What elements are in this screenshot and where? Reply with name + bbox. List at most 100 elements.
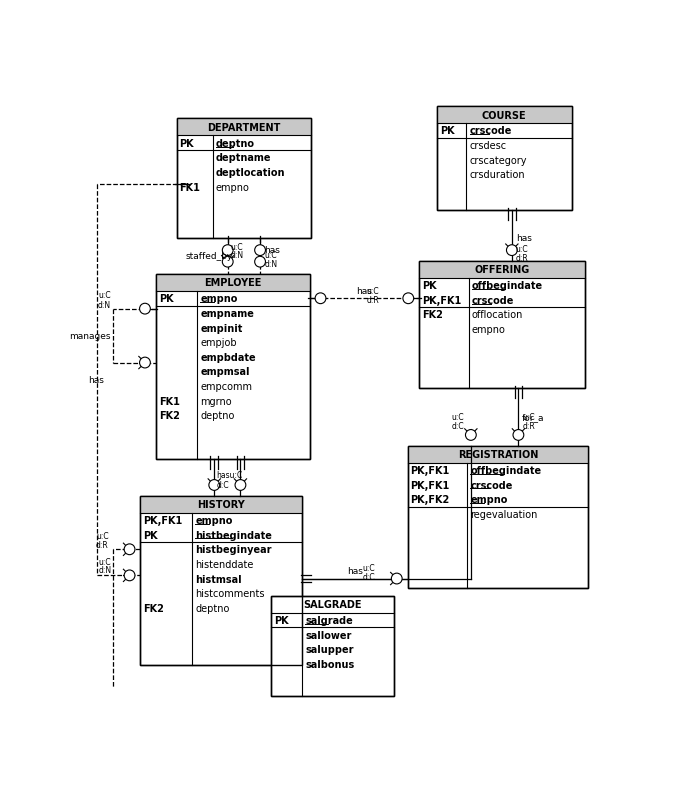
Text: PK: PK	[144, 530, 158, 540]
Text: has: has	[515, 233, 531, 242]
Text: histmsal: histmsal	[195, 573, 242, 584]
Text: u:C: u:C	[522, 412, 535, 421]
Circle shape	[255, 257, 266, 268]
Text: d:C: d:C	[452, 422, 464, 431]
Circle shape	[315, 294, 326, 304]
Bar	[408, 446, 589, 589]
Text: PK,FK1: PK,FK1	[411, 465, 450, 476]
Text: offbegindate: offbegindate	[471, 465, 542, 476]
Bar	[419, 261, 584, 278]
Text: u:C: u:C	[452, 412, 464, 421]
Text: salupper: salupper	[305, 645, 353, 654]
Text: crscode: crscode	[472, 295, 514, 306]
Text: sallower: sallower	[305, 630, 351, 640]
Text: empno: empno	[472, 325, 506, 334]
Text: PK,FK2: PK,FK2	[411, 495, 450, 504]
Text: empmsal: empmsal	[200, 367, 250, 377]
Text: empno: empno	[195, 516, 233, 525]
Bar	[271, 596, 395, 696]
Text: EMPLOYEE: EMPLOYEE	[204, 278, 262, 288]
Text: salbonus: salbonus	[305, 659, 355, 669]
Text: deptno: deptno	[195, 603, 230, 613]
Bar	[408, 446, 589, 463]
Circle shape	[506, 245, 518, 256]
Text: salgrade: salgrade	[305, 615, 353, 626]
Text: PK: PK	[422, 281, 437, 291]
Circle shape	[139, 358, 150, 368]
Text: d:R: d:R	[522, 422, 535, 431]
Circle shape	[222, 245, 233, 256]
Text: has: has	[88, 376, 103, 385]
Text: histenddate: histenddate	[195, 559, 253, 569]
Text: offbegindate: offbegindate	[472, 281, 543, 291]
Text: u:C: u:C	[363, 564, 375, 573]
Text: mgrno: mgrno	[200, 396, 232, 406]
Text: crsduration: crsduration	[469, 170, 525, 180]
Text: crscode: crscode	[471, 480, 513, 490]
Text: d:N: d:N	[265, 260, 278, 269]
Bar	[437, 107, 571, 124]
Text: empname: empname	[200, 309, 255, 318]
Text: PK: PK	[159, 294, 173, 304]
Text: for_a: for_a	[522, 413, 545, 422]
Text: d:R: d:R	[515, 254, 529, 263]
Bar	[419, 261, 584, 388]
Bar	[177, 119, 311, 238]
Text: OFFERING: OFFERING	[474, 265, 529, 275]
Text: DEPARTMENT: DEPARTMENT	[207, 123, 281, 133]
Circle shape	[209, 480, 219, 491]
Bar	[437, 107, 571, 211]
Bar	[437, 107, 571, 211]
Text: u:C: u:C	[265, 251, 277, 260]
Bar	[419, 261, 584, 388]
Circle shape	[124, 570, 135, 581]
Text: empjob: empjob	[200, 338, 237, 348]
Bar	[156, 274, 310, 460]
Text: PK: PK	[440, 126, 455, 136]
Text: FK2: FK2	[422, 310, 443, 320]
Text: empcomm: empcomm	[200, 382, 253, 391]
Text: u:C: u:C	[99, 291, 111, 300]
Text: histcomments: histcomments	[195, 589, 265, 598]
Circle shape	[391, 573, 402, 584]
Text: histbeginyear: histbeginyear	[195, 545, 272, 555]
Bar	[177, 119, 311, 136]
Text: has: has	[264, 246, 280, 255]
Text: hasu:C: hasu:C	[217, 470, 243, 479]
Text: deptname: deptname	[216, 153, 271, 163]
Text: d:R: d:R	[366, 296, 380, 305]
Circle shape	[513, 430, 524, 441]
Text: deptno: deptno	[216, 139, 255, 148]
Bar	[156, 274, 310, 460]
Text: FK2: FK2	[144, 603, 164, 613]
Text: PK,FK1: PK,FK1	[422, 295, 462, 306]
Text: PK,FK1: PK,FK1	[144, 516, 183, 525]
Text: regevaluation: regevaluation	[471, 509, 538, 519]
Text: deptno: deptno	[200, 411, 235, 421]
Text: crsdesc: crsdesc	[469, 141, 506, 151]
Text: u:C: u:C	[96, 531, 109, 541]
Text: HISTORY: HISTORY	[197, 500, 245, 509]
Text: d:C: d:C	[217, 480, 229, 489]
Text: u:C: u:C	[366, 286, 380, 296]
Bar	[156, 274, 310, 292]
Text: empinit: empinit	[200, 323, 243, 333]
Text: u:C: u:C	[515, 245, 529, 253]
Circle shape	[466, 430, 476, 441]
Text: has: has	[347, 567, 363, 576]
Text: PK: PK	[275, 615, 289, 626]
Text: PK,FK1: PK,FK1	[411, 480, 450, 490]
Text: u:C: u:C	[231, 242, 244, 252]
Text: REGISTRATION: REGISTRATION	[457, 450, 538, 460]
Text: d:R: d:R	[96, 541, 109, 549]
Text: empno: empno	[216, 182, 250, 192]
Text: d:C: d:C	[363, 573, 375, 581]
Bar	[140, 496, 302, 513]
Text: d:N: d:N	[98, 300, 111, 309]
Circle shape	[139, 304, 150, 314]
Text: empno: empno	[200, 294, 238, 304]
Text: d:N: d:N	[99, 565, 112, 575]
Text: SALGRADE: SALGRADE	[304, 600, 362, 610]
Text: FK2: FK2	[159, 411, 179, 421]
Text: manages: manages	[70, 332, 111, 341]
